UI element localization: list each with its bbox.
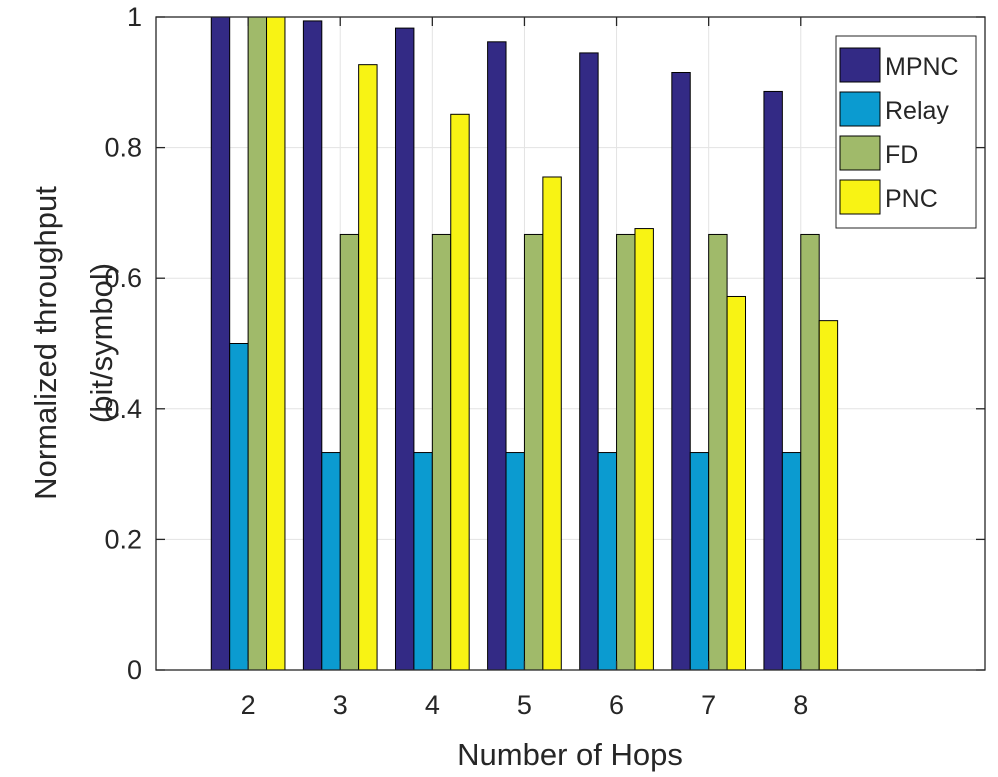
y-tick-label: 0.2 [104,524,142,554]
bar-fd-2 [247,16,268,671]
x-axis-title: Number of Hops [457,737,683,772]
bar-fd-5 [523,233,544,671]
tick-labels: 2 3 4 5 6 7 8 0 0.2 0.4 0.6 0.8 1 [104,2,808,720]
bar-fd-6 [616,233,636,671]
x-tick-label: 4 [425,690,440,720]
bar-mpnc-4 [394,27,415,671]
y-tick-label: 0.8 [104,133,142,163]
bar-relay-5 [505,452,525,671]
bar-pnc-5 [542,176,562,671]
legend-label-relay: Relay [885,97,949,125]
axes [155,16,986,671]
y-tick-label: 1 [127,2,142,32]
bar-fd-7 [708,233,728,671]
y-axis-title-line-2: (bit/symbol) [84,263,119,423]
x-tick-label: 8 [793,690,808,720]
bar-pnc-8 [818,320,839,671]
bar-relay-6 [597,452,618,671]
bar-fd-8 [800,233,820,671]
legend-label-pnc: PNC [885,185,938,213]
bar-mpnc-7 [671,72,691,671]
bar-relay-3 [321,452,341,671]
bar-fd-3 [339,233,360,671]
bar-pnc-6 [634,228,654,671]
bar-pnc-7 [726,295,747,671]
bar-relay-8 [781,452,802,671]
y-tick-label: 0 [127,655,142,685]
legend-label-fd: FD [885,141,918,169]
x-tick-label: 6 [609,690,624,720]
bar-pnc-2 [266,16,286,671]
bar-pnc-3 [358,64,378,671]
bar-relay-7 [689,452,710,671]
legend-swatch-pnc [839,179,881,215]
bars [210,16,839,671]
legend-label-mpnc: MPNC [885,53,959,81]
bar-fd-4 [431,233,452,671]
bar-mpnc-2 [210,16,231,671]
x-tick-label: 2 [241,690,256,720]
y-tick-label: 0.4 [104,394,142,424]
bar-mpnc-5 [487,41,507,671]
legend-swatch-relay [839,91,881,127]
bar-mpnc-8 [763,90,783,671]
bar-mpnc-6 [579,52,599,671]
x-tick-label: 7 [701,690,716,720]
y-axis-title-line-1: Normalized throughput [28,186,63,500]
axes-box [155,16,986,671]
legend: MPNC Relay FD PNC [835,35,977,229]
bar-relay-2 [229,343,249,671]
x-tick-label: 3 [333,690,348,720]
bar-mpnc-3 [302,20,323,671]
bar-pnc-4 [450,113,470,671]
bar-relay-4 [413,452,433,671]
y-axis-title: Normalized throughput (bit/symbol) [28,186,119,500]
y-tick-label: 0.6 [104,263,142,293]
legend-swatch-fd [839,135,881,171]
x-tick-label: 5 [517,690,532,720]
legend-swatch-mpnc [839,47,881,83]
